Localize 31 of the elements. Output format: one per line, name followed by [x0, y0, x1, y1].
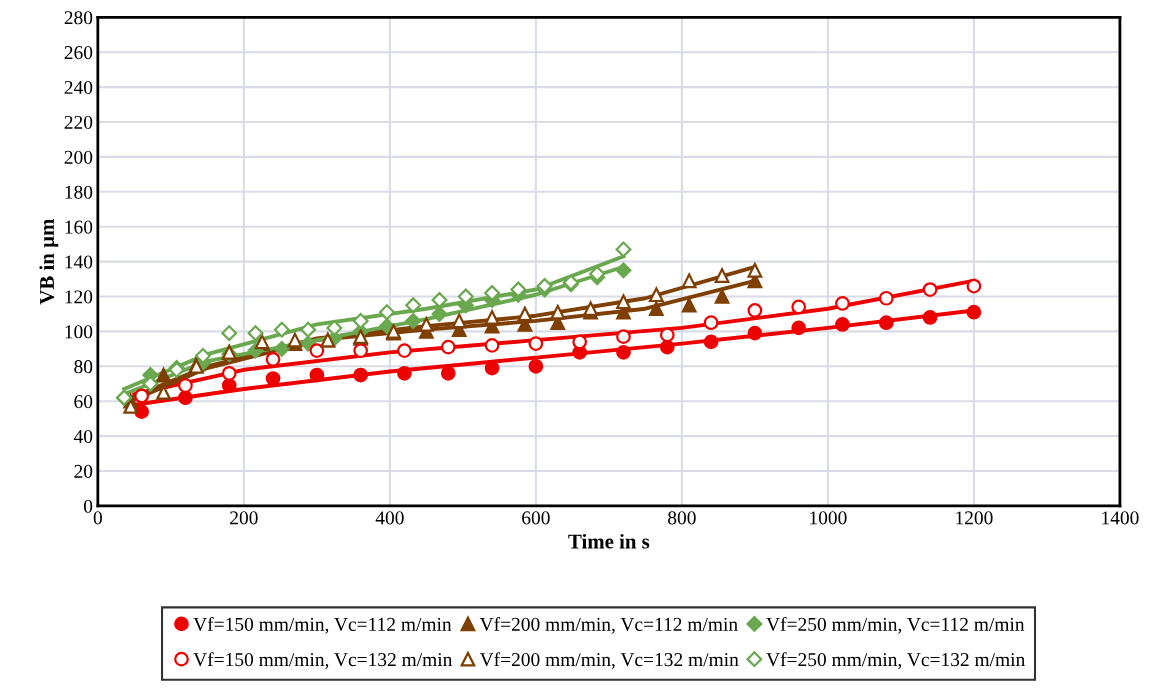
- y-tick-label: 220: [64, 115, 93, 129]
- x-tick-label: 200: [230, 511, 258, 525]
- y-tick-label: 0: [83, 499, 93, 513]
- y-tick-label: 100: [65, 325, 93, 339]
- x-tick-label: 600: [522, 511, 550, 525]
- x-tick-label: 400: [375, 511, 404, 525]
- y-tick-label: 60: [74, 395, 93, 409]
- y-tick-label: 180: [65, 185, 93, 199]
- y-tick-label: 240: [64, 80, 93, 95]
- y-tick-label: 40: [73, 429, 93, 444]
- y-tick-label: 160: [65, 220, 93, 234]
- y-tick-label: 200: [64, 150, 93, 164]
- legend-label: Vf=250 mm/min, Vc=112 m/min: [766, 617, 1025, 634]
- legend-label: Vf=250 mm/min, Vc=132 m/min: [766, 652, 1025, 669]
- x-tick-label: 1400: [1102, 511, 1139, 525]
- y-tick-label: 260: [64, 46, 93, 60]
- x-tick-label: 1000: [810, 511, 847, 525]
- y-tick-label: 140: [65, 255, 93, 269]
- x-axis-title: Time in s: [568, 533, 650, 549]
- y-tick-label: 20: [74, 464, 93, 478]
- y-axis-title: VB in µm: [39, 218, 59, 305]
- x-tick-label: 0: [93, 511, 102, 525]
- x-tick-label: 1200: [956, 511, 993, 525]
- legend-label: Vf=150 mm/min, Vc=112 m/min: [193, 617, 452, 634]
- y-tick-label: 280: [64, 11, 93, 25]
- legend-label: Vf=200 mm/min, Vc=132 m/min: [479, 652, 739, 669]
- y-tick-label: 80: [74, 360, 93, 374]
- legend-label: Vf=150 mm/min, Vc=132 m/min: [193, 652, 453, 669]
- legend-label: Vf=200 mm/min, Vc=112 m/min: [479, 617, 738, 634]
- x-tick-label: 800: [668, 511, 696, 525]
- y-tick-label: 120: [65, 290, 93, 304]
